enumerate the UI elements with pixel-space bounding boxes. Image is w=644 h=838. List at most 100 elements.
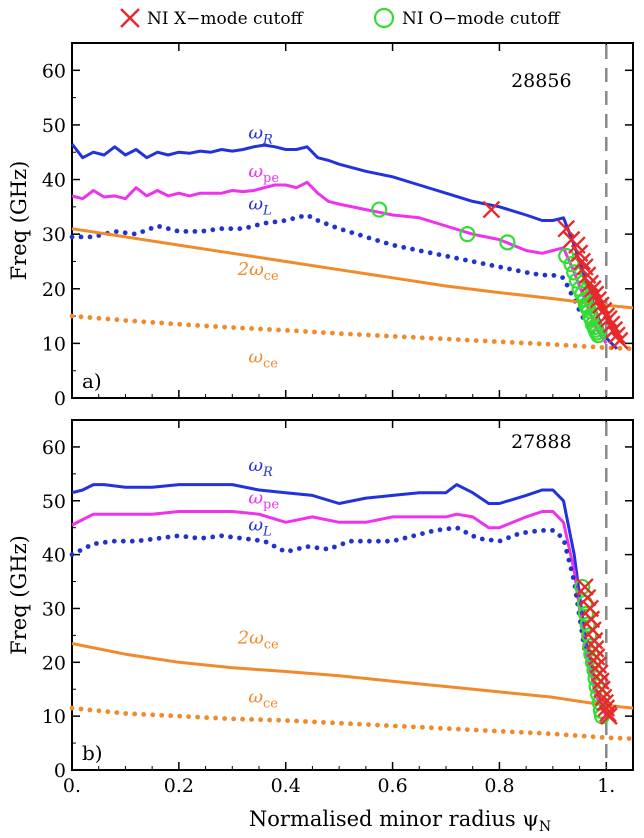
- series-dot-ωce: [123, 318, 129, 323]
- x-tick-label: 0.8: [484, 775, 514, 797]
- series-dot-ωL: [165, 226, 171, 232]
- series-dot-ωL: [237, 226, 243, 232]
- series-dot-ωL: [385, 538, 390, 544]
- curve-label-omega_R: ωR: [248, 455, 273, 480]
- series-dot-ωce: [240, 716, 246, 722]
- series-dot-ωL: [455, 525, 461, 531]
- x-axis-label-sub: N: [539, 819, 551, 835]
- series-dot-ωce: [195, 323, 201, 328]
- series-dot-ωL: [358, 232, 363, 238]
- series-dot-ωL: [111, 538, 117, 544]
- series-dot-ωce: [563, 732, 569, 738]
- series-dot-ωL: [446, 526, 452, 532]
- series-dot-ωL: [263, 220, 269, 226]
- series-dot-ωce: [491, 728, 497, 734]
- series-dot-ωce: [141, 712, 147, 717]
- series-dot-ωL: [358, 538, 363, 544]
- series-dot-ωL: [497, 538, 503, 544]
- y-tick-label: 30: [42, 224, 66, 246]
- series-dot-ωce: [563, 342, 569, 348]
- series-dot-ωL: [566, 557, 572, 563]
- series-dot-ωce: [509, 729, 515, 735]
- series-dot-ωce: [554, 731, 560, 737]
- series-dot-ωL: [131, 231, 137, 237]
- series-dot-ωce: [96, 708, 102, 714]
- series-dot-ωce: [240, 325, 246, 331]
- series-dot-ωce: [204, 323, 210, 329]
- series-dot-ωL: [533, 271, 539, 277]
- series-dot-ωce: [231, 716, 237, 722]
- series-dot-ωce: [87, 707, 93, 713]
- series-dot-ωce: [258, 717, 263, 723]
- legend-x-mode-label: NI X−mode cutoff: [147, 9, 305, 29]
- series-dot-ωce: [581, 344, 587, 349]
- y-axis-label: Freq (GHz): [7, 535, 31, 655]
- series-dot-ωce: [590, 344, 596, 350]
- series-dot-ωL: [349, 230, 355, 236]
- x-tick-label: 0.6: [377, 775, 407, 797]
- series-dot-ωL: [445, 254, 451, 259]
- x-cutoff-marker: [586, 285, 605, 304]
- series-dot-ωce: [626, 736, 632, 741]
- series-dot-ωL: [410, 246, 415, 252]
- series-dot-ωce: [114, 710, 120, 715]
- series-dot-ωL: [489, 263, 495, 268]
- series-dot-ωL: [263, 539, 269, 545]
- o-circle-icon: [373, 7, 395, 29]
- series-dot-ωL: [541, 528, 546, 533]
- series-dot-ωL: [506, 535, 511, 541]
- series-dot-ωce: [527, 730, 533, 736]
- o-cutoff-marker: [590, 327, 607, 344]
- series-dot-ωce: [78, 706, 84, 712]
- series-dot-ωL: [562, 540, 567, 545]
- series-line-ωpe: [71, 510, 608, 717]
- y-tick-label: 10: [42, 333, 66, 355]
- series-dot-ωL: [138, 538, 144, 543]
- series-dot-ωce: [330, 330, 335, 336]
- y-tick-label: 20: [42, 652, 66, 674]
- series-dot-ωL: [568, 566, 574, 572]
- series-dot-ωce: [447, 726, 452, 732]
- series-dot-ωL: [237, 535, 242, 541]
- series-dot-ωL: [246, 224, 252, 230]
- series-dot-ωce: [608, 735, 614, 741]
- panel-tag: a): [82, 369, 102, 393]
- x-cutoff-marker: [594, 688, 613, 707]
- curve-label-base: ω: [248, 687, 263, 708]
- o-cutoff-marker: [558, 247, 575, 265]
- x-cutoff-marker: [608, 326, 626, 345]
- series-dot-ωce: [231, 325, 237, 330]
- series-dot-ωce: [411, 724, 416, 730]
- series-dot-ωce: [438, 725, 443, 731]
- series-dot-ωce: [482, 728, 488, 733]
- series-dot-ωL: [523, 530, 528, 535]
- series-dot-ωL: [201, 535, 207, 541]
- curve-label-base: ω: [248, 194, 263, 215]
- curve-label-omega_L: ωL: [248, 194, 271, 219]
- series-dot-ωL: [480, 261, 486, 266]
- series-dot-ωL: [401, 245, 407, 250]
- y-axis-label: Freq (GHz): [7, 161, 31, 281]
- curve-label-2omega_ce: 2ωce: [237, 259, 279, 284]
- series-dot-ωce: [401, 334, 407, 340]
- series-dot-ωL: [228, 226, 234, 232]
- series-dot-ωL: [315, 218, 321, 223]
- series-dot-ωL: [78, 234, 84, 240]
- series-dot-ωce: [375, 722, 380, 728]
- y-tick-label: 0: [54, 388, 66, 410]
- panel-tag: b): [82, 741, 103, 765]
- x-cross-icon: [120, 8, 140, 28]
- series-dot-ωce: [617, 735, 623, 741]
- legend-o-mode: NI O−mode cutoff: [373, 7, 561, 29]
- series-dot-ωL: [288, 548, 293, 554]
- series-dot-ωce: [150, 712, 156, 718]
- series-dot-ωL: [219, 533, 225, 539]
- series-dot-ωL: [366, 235, 372, 241]
- series-dot-ωce: [456, 726, 461, 732]
- x-tick-label: 0.: [63, 775, 81, 797]
- series-dot-ωce: [572, 343, 578, 349]
- series-dot-ωce: [168, 321, 174, 327]
- series-dot-ωce: [276, 327, 281, 333]
- legend-o-mode-label: NI O−mode cutoff: [402, 9, 561, 29]
